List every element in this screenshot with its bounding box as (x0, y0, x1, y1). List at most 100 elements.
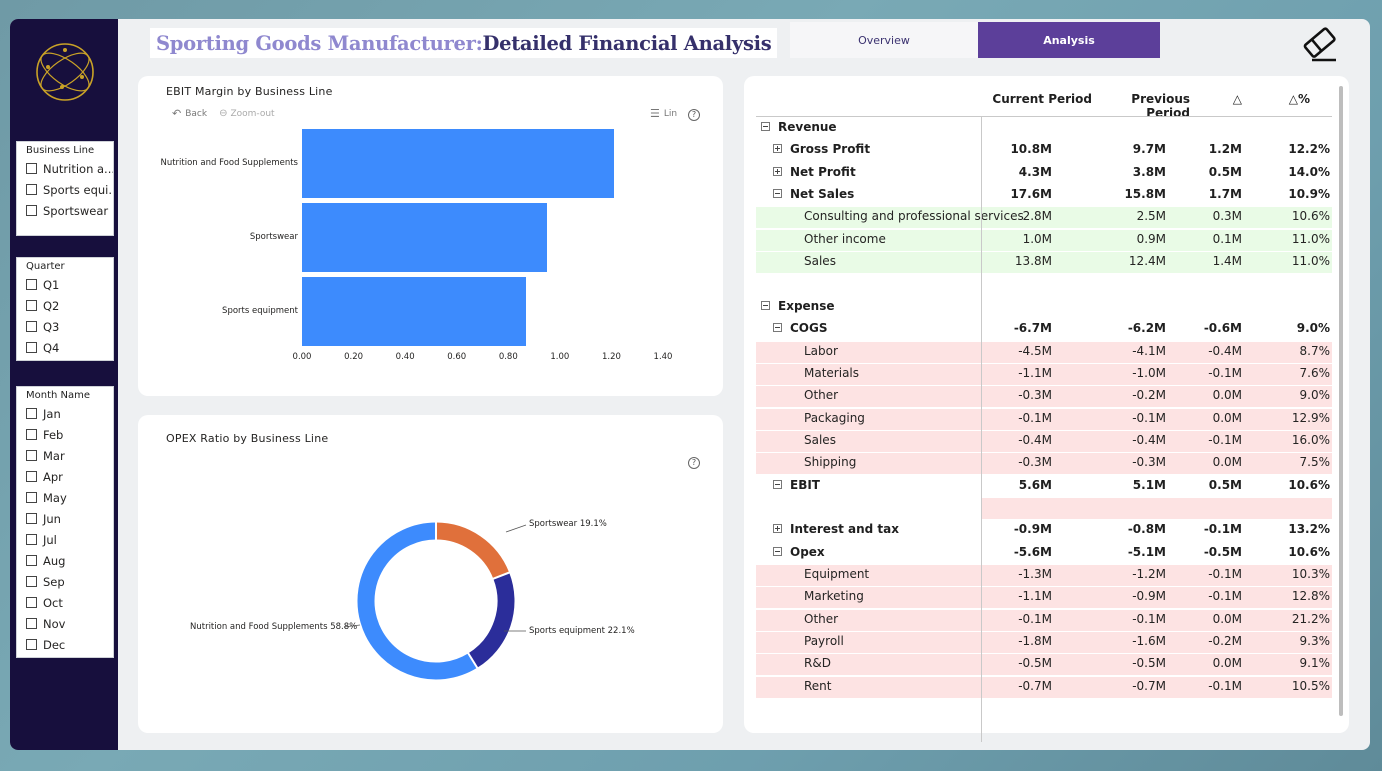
checkbox[interactable] (26, 408, 37, 419)
matrix-row: COGS -6.7M -6.2M -0.6M 9.0% (756, 318, 1332, 340)
row-highlight (756, 609, 1332, 631)
slicer-option[interactable]: Jul (17, 529, 113, 550)
bar-1[interactable] (302, 203, 547, 272)
zoom-out-button[interactable]: Zoom-out (230, 108, 275, 119)
slicer-option[interactable]: Sportswear (17, 200, 113, 221)
back-button[interactable]: Back (185, 108, 208, 119)
checkbox[interactable] (26, 279, 37, 290)
slicer-option-label: Oct (43, 595, 63, 610)
expand-icon[interactable] (773, 524, 782, 534)
slicer-option-label: Q4 (43, 340, 60, 355)
checkbox[interactable] (26, 618, 37, 629)
slicer-option[interactable]: Oct (17, 592, 113, 613)
zoom-out-icon[interactable]: ⊖ (219, 108, 228, 119)
slicer-option[interactable]: Q4 (17, 337, 113, 358)
value-cell: 9.7M (1132, 142, 1166, 157)
vertical-scrollbar[interactable] (1339, 86, 1343, 716)
checkbox[interactable] (26, 597, 37, 608)
value-cell: 0.0M (1212, 611, 1242, 626)
checkbox[interactable] (26, 429, 37, 440)
collapse-icon[interactable] (773, 479, 782, 489)
row-label-text: Packaging (804, 410, 865, 425)
slicer-option[interactable]: Nov (17, 613, 113, 634)
donut-slice-2[interactable] (357, 522, 478, 680)
header-delta-percent[interactable]: △% (1288, 92, 1310, 106)
x-tick-label: 1.20 (601, 352, 621, 362)
checkbox[interactable] (26, 534, 37, 545)
page-title: Sporting Goods Manufacturer: Detailed Fi… (150, 28, 778, 58)
slicer-option[interactable]: Apr (17, 466, 113, 487)
row-label-text: Consulting and professional services (804, 209, 1024, 224)
checkbox[interactable] (26, 342, 37, 353)
checkbox[interactable] (26, 205, 37, 216)
collapse-icon[interactable] (773, 189, 782, 199)
checkbox[interactable] (26, 513, 37, 524)
matrix-row: Rent -0.7M -0.7M -0.1M 10.5% (756, 676, 1332, 698)
slicer-option[interactable]: Nutrition a... (17, 158, 113, 179)
slicer-option[interactable]: Jan (17, 403, 113, 424)
slicer-option-label: Dec (43, 637, 66, 652)
row-highlight (756, 565, 1332, 586)
checkbox[interactable] (26, 300, 37, 311)
bar-2[interactable] (302, 277, 527, 346)
slicer-option[interactable]: Dec (17, 634, 113, 655)
header-delta[interactable]: △ (1232, 92, 1242, 106)
donut-slice-1[interactable] (468, 572, 515, 668)
checkbox[interactable] (26, 555, 37, 566)
checkbox[interactable] (26, 639, 37, 650)
checkbox[interactable] (26, 492, 37, 503)
row-label: Gross Profit (773, 142, 870, 156)
analysis-nav-button[interactable]: Analysis (978, 22, 1160, 58)
slicer-option[interactable]: Feb (17, 424, 113, 445)
business-line-slicer: Business Line Nutrition a... Sports equi.… (16, 141, 114, 236)
matrix-row: Equipment -1.3M -1.2M -0.1M 10.3% (756, 564, 1332, 586)
collapse-icon[interactable] (761, 122, 770, 131)
slicer-option[interactable]: Q3 (17, 316, 113, 337)
row-highlight (756, 207, 1332, 229)
slicer-option[interactable]: Sports equi... (17, 179, 113, 200)
eraser-icon[interactable] (1298, 23, 1342, 63)
slicer-option[interactable]: Aug (17, 550, 113, 571)
value-cell: 0.0M (1212, 455, 1242, 470)
row-label-text: Other (804, 388, 839, 403)
row-label: Equipment (804, 567, 869, 581)
slicer-option[interactable]: Sep (17, 571, 113, 592)
slicer-option[interactable]: Q1 (17, 274, 113, 295)
help-icon[interactable]: ? (688, 457, 700, 469)
slicer-option[interactable]: May (17, 487, 113, 508)
checkbox[interactable] (26, 576, 37, 587)
help-icon[interactable]: ? (688, 109, 700, 121)
slicer-option[interactable]: Mar (17, 445, 113, 466)
value-cell: -0.4M (1132, 432, 1166, 447)
expand-icon[interactable] (773, 144, 782, 154)
value-cell: 0.0M (1212, 410, 1242, 425)
matrix-row: EBIT 5.6M 5.1M 0.5M 10.6% (756, 475, 1332, 497)
back-icon[interactable]: ↶ (172, 107, 182, 120)
slicer-title: Quarter (26, 261, 65, 272)
row-label: COGS (773, 321, 828, 335)
checkbox[interactable] (26, 450, 37, 461)
header-current-period[interactable]: Current Period (992, 92, 1092, 106)
checkbox[interactable] (26, 163, 37, 174)
checkbox[interactable] (26, 184, 37, 195)
row-label-text: Interest and tax (790, 522, 899, 537)
slicer-option[interactable]: Jun (17, 508, 113, 529)
checkbox[interactable] (26, 471, 37, 482)
slicer-option[interactable]: Q2 (17, 295, 113, 316)
collapse-icon[interactable] (773, 323, 782, 333)
row-label-text: Materials (804, 365, 860, 380)
value-cell: -0.1M (1208, 567, 1242, 581)
matrix-row: Other -0.3M -0.2M 0.0M 9.0% (756, 385, 1332, 408)
row-label-text: Other (804, 611, 839, 626)
value-cell: 7.5% (1299, 455, 1331, 470)
donut-slice-0[interactable] (435, 522, 510, 580)
value-cell: -0.7M (1132, 678, 1166, 693)
collapse-icon[interactable] (761, 300, 770, 310)
list-icon[interactable]: ☰ (650, 107, 660, 120)
bar-0[interactable] (302, 129, 614, 198)
collapse-icon[interactable] (773, 546, 782, 556)
checkbox[interactable] (26, 321, 37, 332)
lin-button[interactable]: Lin (663, 108, 678, 119)
overview-nav-button[interactable]: Overview (790, 22, 978, 58)
expand-icon[interactable] (773, 166, 782, 176)
